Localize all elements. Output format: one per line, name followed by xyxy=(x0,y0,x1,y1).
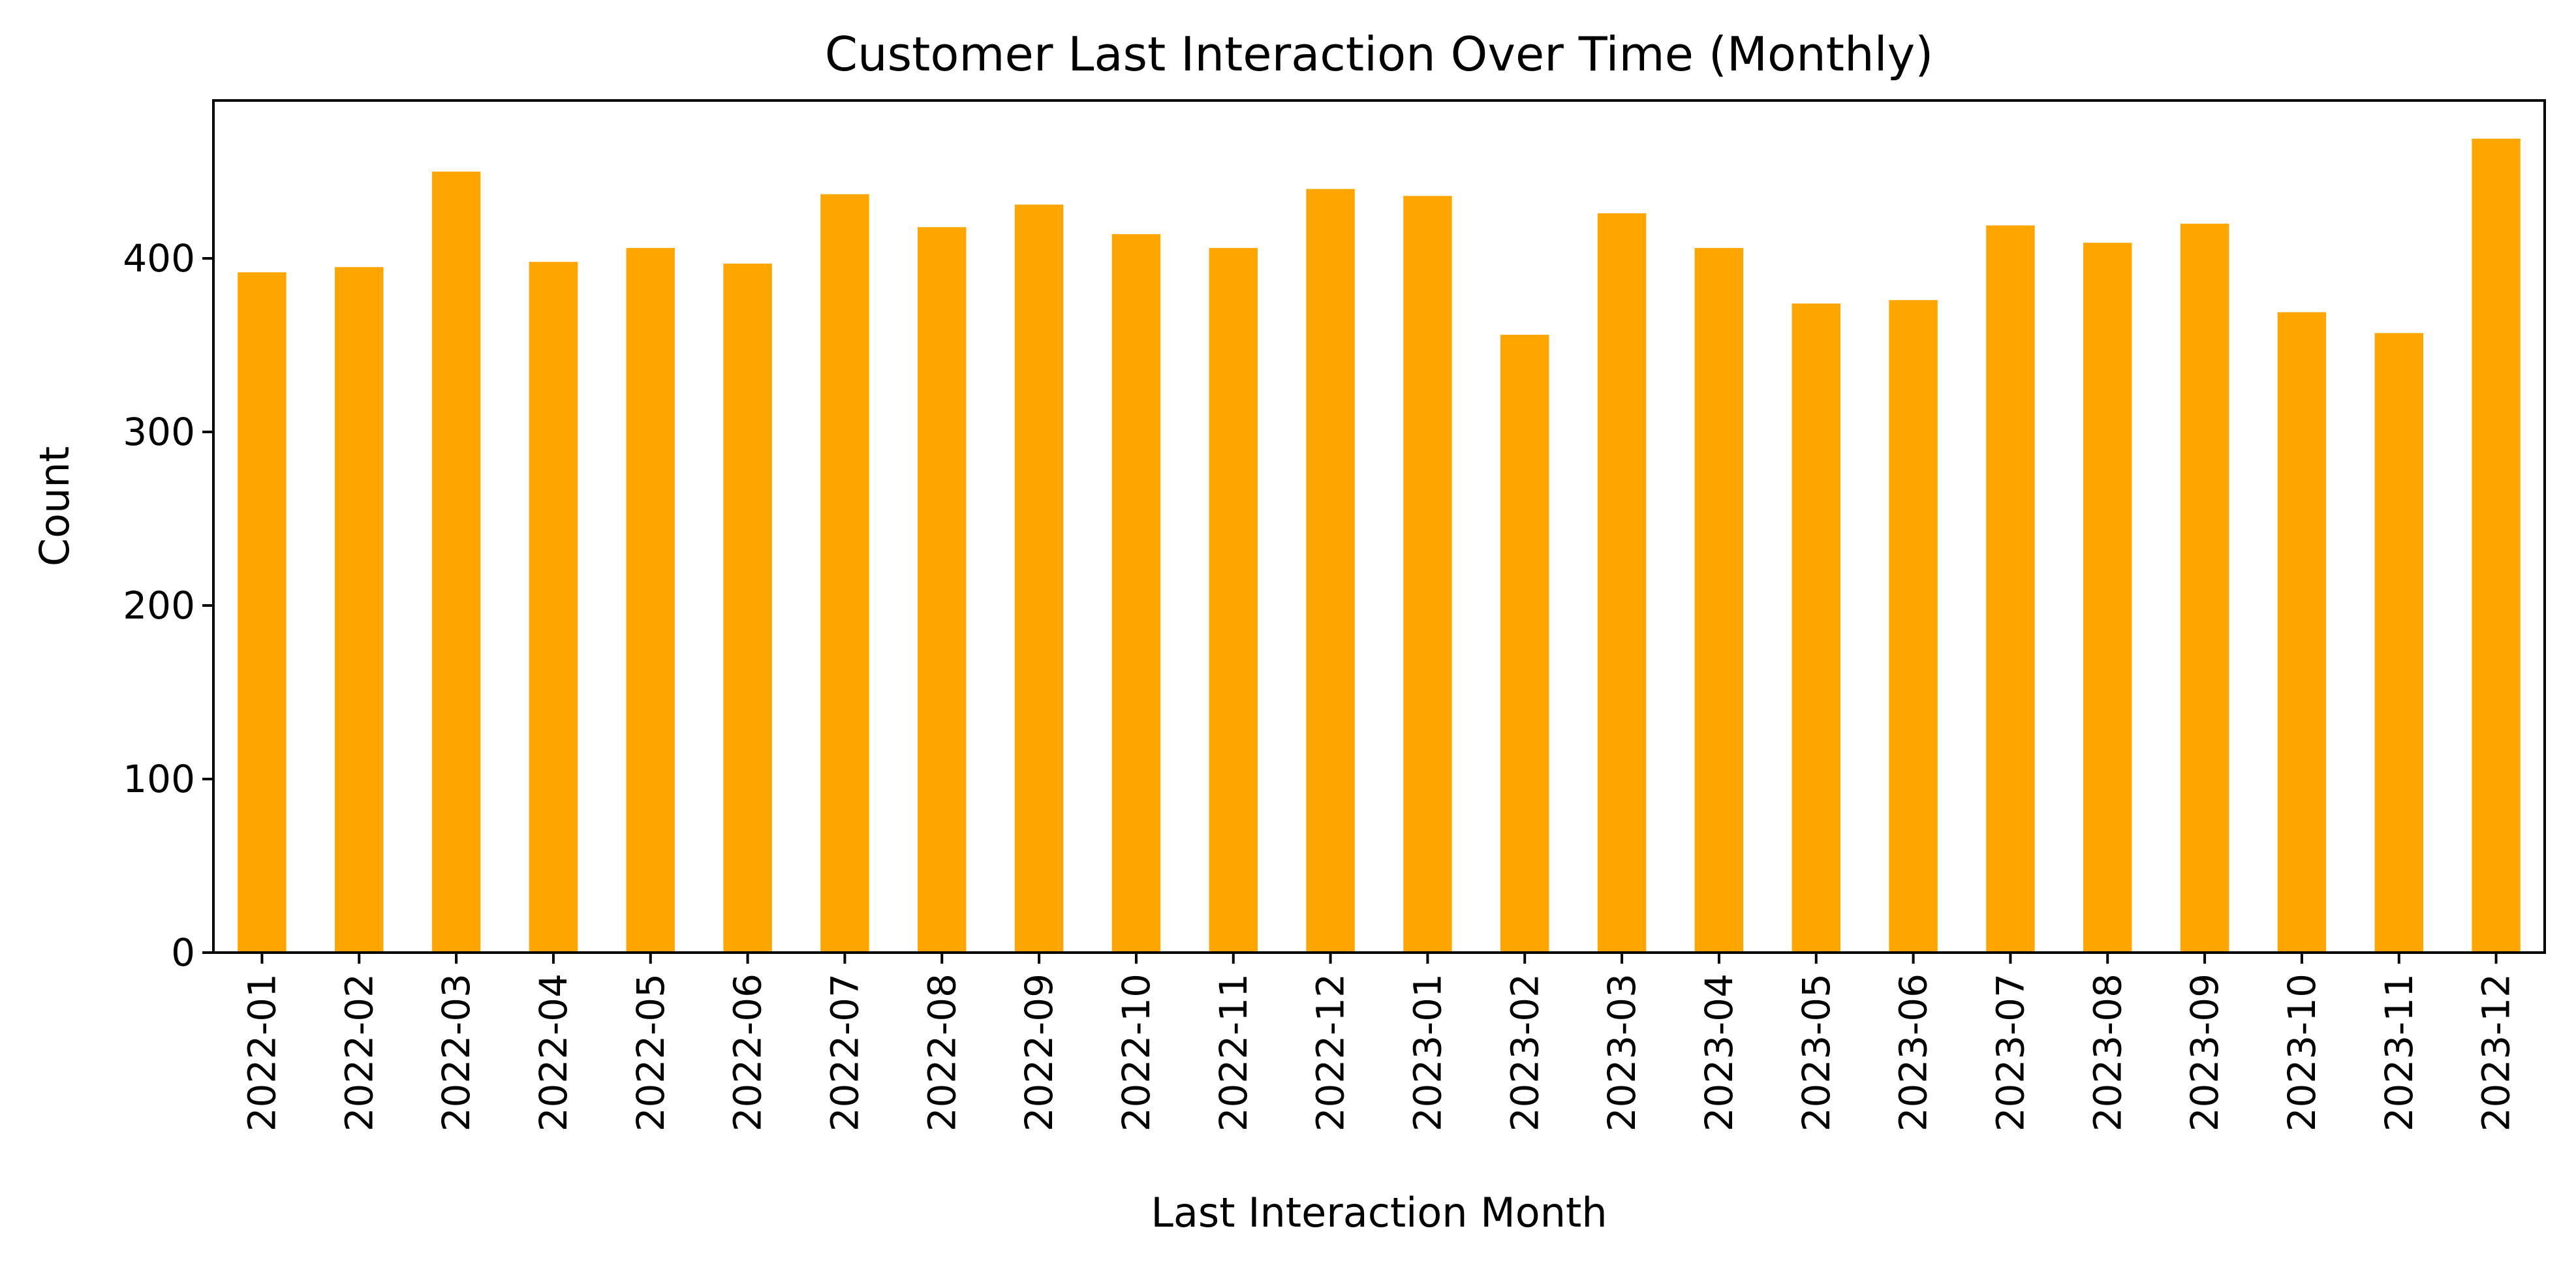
bar-2022-03 xyxy=(431,172,481,953)
x-tick-label-2023-06: 2023-06 xyxy=(1891,973,1936,1131)
x-tick-label-2023-05: 2023-05 xyxy=(1794,973,1839,1131)
x-tick-label-2023-12: 2023-12 xyxy=(2474,973,2519,1131)
bar-2023-10 xyxy=(2277,312,2327,953)
bar-2022-07 xyxy=(820,194,869,953)
x-tick-label-2022-02: 2022-02 xyxy=(337,973,381,1131)
y-axis-ticks: 0 100 200 300 400 xyxy=(123,236,213,975)
bar-2023-09 xyxy=(2180,223,2229,953)
x-tick-label-2023-04: 2023-04 xyxy=(1697,973,1741,1131)
y-tick-label: 400 xyxy=(123,236,195,281)
x-tick-label-2023-01: 2023-01 xyxy=(1405,973,1450,1131)
bar-2023-12 xyxy=(2472,138,2521,953)
bar-2023-11 xyxy=(2374,333,2423,953)
x-tick-label-2023-07: 2023-07 xyxy=(1988,973,2032,1131)
bar-2022-12 xyxy=(1306,189,1355,953)
x-tick-label-2023-03: 2023-03 xyxy=(1600,973,1644,1131)
y-tick-label: 100 xyxy=(123,757,195,801)
bar-2022-08 xyxy=(918,227,967,953)
bar-2023-04 xyxy=(1694,248,1744,953)
x-tick-label-2023-10: 2023-10 xyxy=(2280,973,2324,1131)
y-tick-label: 300 xyxy=(123,410,195,454)
bar-2022-02 xyxy=(335,267,384,953)
x-tick-label-2023-09: 2023-09 xyxy=(2182,973,2227,1131)
x-tick-label-2022-10: 2022-10 xyxy=(1114,973,1158,1131)
bar-2022-10 xyxy=(1111,234,1161,953)
bar-2022-05 xyxy=(626,248,675,953)
chart-title: Customer Last Interaction Over Time (Mon… xyxy=(825,27,1934,82)
bar-2022-06 xyxy=(723,264,772,953)
x-tick-label-2022-01: 2022-01 xyxy=(240,973,284,1131)
x-tick-label-2022-12: 2022-12 xyxy=(1309,973,1353,1131)
x-axis-ticks: 2022-01 2022-02 2022-03 2022-04 2022-05 2022-… xyxy=(240,953,2519,1131)
bar-2023-05 xyxy=(1792,303,1840,953)
bar-2022-01 xyxy=(238,272,287,953)
x-tick-label-2022-04: 2022-04 xyxy=(531,973,576,1131)
bar-2023-06 xyxy=(1889,299,1938,953)
bar-2023-01 xyxy=(1403,196,1452,953)
x-tick-label-2023-02: 2023-02 xyxy=(1502,973,1547,1131)
x-tick-label-2022-08: 2022-08 xyxy=(920,973,964,1131)
bar-2023-02 xyxy=(1500,335,1549,953)
x-tick-label-2022-09: 2022-09 xyxy=(1017,973,1061,1131)
bar-2023-08 xyxy=(2083,243,2132,953)
bar-2022-04 xyxy=(529,262,578,953)
x-tick-label-2023-11: 2023-11 xyxy=(2377,973,2421,1131)
bar-2022-11 xyxy=(1209,248,1258,953)
x-tick-label-2023-08: 2023-08 xyxy=(2085,973,2130,1131)
y-tick-label: 0 xyxy=(171,930,195,975)
x-axis-label: Last Interaction Month xyxy=(1151,1189,1607,1236)
x-tick-label-2022-07: 2022-07 xyxy=(822,973,867,1131)
y-tick-label: 200 xyxy=(123,583,195,628)
x-tick-label-2022-06: 2022-06 xyxy=(726,973,770,1131)
bar-2022-09 xyxy=(1014,204,1064,953)
bar-2023-03 xyxy=(1597,213,1647,953)
y-axis-label: Count xyxy=(31,446,78,566)
x-tick-label-2022-03: 2022-03 xyxy=(434,973,478,1131)
plot-area-frame xyxy=(212,99,2546,954)
bars-layer xyxy=(238,138,2521,953)
x-tick-label-2022-11: 2022-11 xyxy=(1211,973,1256,1131)
x-tick-label-2022-05: 2022-05 xyxy=(628,973,673,1131)
bar-2023-07 xyxy=(1986,225,2035,953)
